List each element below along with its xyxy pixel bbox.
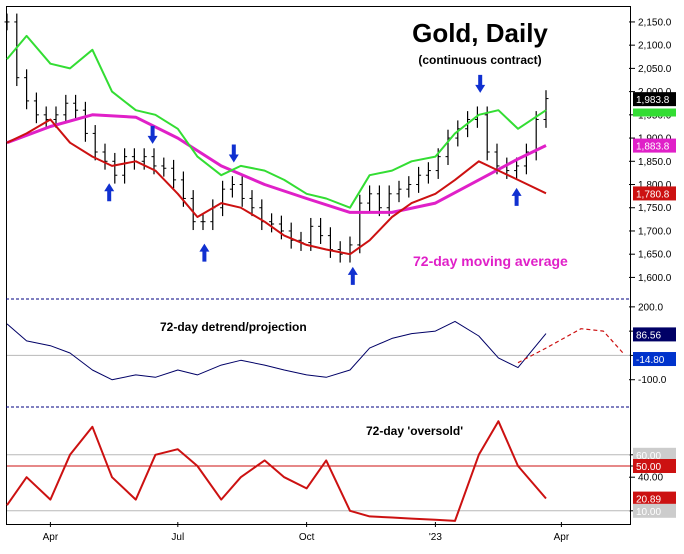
oversold-annotation: 72-day 'oversold': [366, 424, 463, 438]
up-arrow: [199, 243, 210, 262]
value-badge: [633, 327, 676, 342]
y-tick-label: 1,700.0: [638, 226, 672, 237]
up-arrow: [347, 266, 358, 285]
value-badge: [633, 459, 676, 473]
detrend-annotation: 72-day detrend/projection: [160, 320, 307, 334]
value-badge-label: 60.00: [636, 451, 661, 462]
down-arrow: [228, 144, 239, 163]
series-line: [6, 34, 547, 209]
y-tick-label: 2,100.0: [638, 41, 672, 52]
x-axis: Apr Jul Oct '23 Apr: [43, 522, 570, 543]
x-tick-label: '23: [429, 532, 442, 543]
y-tick-label: 1,650.0: [638, 250, 672, 261]
value-badge: [633, 92, 676, 107]
down-arrow: [147, 125, 158, 144]
value-badge-label: -14.80: [636, 355, 665, 366]
value-badge-label: 1,780.8: [636, 189, 670, 200]
y-tick-label: 1,800.0: [638, 180, 672, 191]
y-tick-label: 200.0: [638, 302, 663, 313]
up-arrow: [104, 183, 115, 202]
value-badge: [633, 503, 676, 518]
y-tick-label: -100.0: [638, 375, 667, 386]
down-arrow: [475, 74, 486, 93]
value-badge-label: 1,983.8: [636, 95, 670, 106]
y-tick-label: 1,750.0: [638, 203, 672, 214]
series-line: [6, 113, 547, 214]
series-line: [6, 420, 547, 522]
chart-subtitle: (continuous contract): [418, 53, 541, 67]
x-tick-label: Jul: [171, 532, 184, 543]
x-tick-label: Oct: [299, 532, 315, 543]
value-badge-label: 50.00: [636, 462, 661, 473]
plot-frame: [6, 6, 631, 525]
up-arrow: [511, 187, 522, 206]
y-tick-label: 40.00: [638, 473, 663, 484]
value-badge-label: 20.89: [636, 495, 661, 506]
y-tick-label: 1,850.0: [638, 157, 672, 168]
series-line: [6, 118, 547, 256]
value-badge-label: 86.56: [636, 330, 661, 341]
value-badge: [633, 491, 676, 506]
x-tick-label: Apr: [43, 532, 59, 543]
series-line: [6, 320, 547, 381]
y-tick-label: 2,050.0: [638, 64, 672, 75]
value-badge: [633, 186, 676, 201]
moving-average-annotation: 72-day moving average: [413, 253, 568, 269]
y-tick-label: 2,150.0: [638, 17, 672, 28]
x-tick-label: Apr: [554, 532, 570, 543]
series-line: [517, 328, 624, 364]
value-badge-label: 1,883.8: [636, 142, 670, 153]
y-tick-label: 1,600.0: [638, 273, 672, 284]
value-badge: [633, 447, 676, 462]
value-badge: [633, 352, 676, 367]
price-panel: 1,600.0 1,650.0 1,700.0 1,750.0 1,800.0 1,850…: [4, 13, 676, 285]
value-badge: [633, 138, 676, 153]
upper-band-marker: [633, 108, 676, 117]
chart-title: Gold, Daily: [412, 18, 548, 48]
value-badge-label: 10.00: [636, 507, 661, 518]
